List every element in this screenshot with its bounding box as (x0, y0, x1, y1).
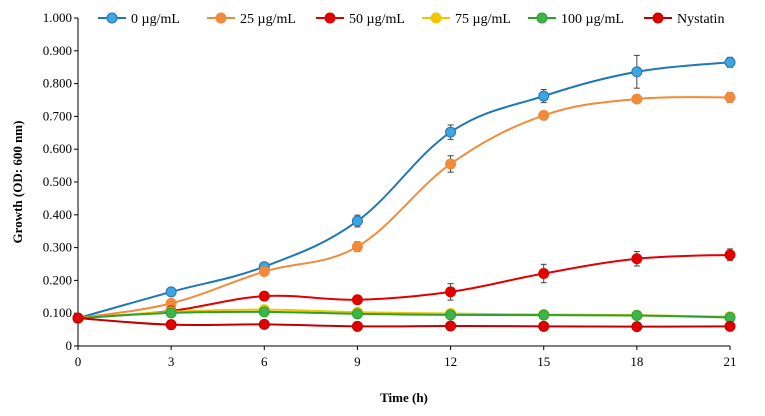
data-point (538, 90, 550, 102)
legend-label: 75 µg/mL (455, 12, 511, 27)
data-point (165, 319, 177, 331)
data-point (631, 321, 643, 333)
data-point (445, 126, 457, 138)
legend-label: 50 µg/mL (349, 12, 405, 27)
series-0 (72, 54, 736, 324)
legend-marker (106, 12, 118, 24)
x-tick-label: 0 (75, 354, 82, 369)
legend-item: 25 µg/mL (207, 12, 296, 27)
data-point (538, 309, 550, 321)
legend-marker (215, 12, 227, 24)
legend-label: 25 µg/mL (240, 12, 296, 27)
data-point (258, 318, 270, 330)
series-line (77, 317, 731, 328)
data-point (631, 253, 643, 265)
data-point (258, 306, 270, 318)
data-point (165, 307, 177, 319)
y-tick-label: 1.000 (43, 10, 72, 25)
x-tick-label: 3 (168, 354, 175, 369)
x-axis-title: Time (h) (380, 390, 428, 405)
legend-marker (324, 12, 336, 24)
data-point (724, 249, 736, 261)
data-point (165, 286, 177, 298)
data-point (72, 312, 84, 324)
data-point (631, 93, 643, 105)
axes: 0 0.100 0.200 0.300 0.400 0.500 0.600 0.700 0.80… (43, 10, 737, 369)
data-point (351, 308, 363, 320)
data-point (351, 294, 363, 306)
y-tick-label: 0.200 (43, 272, 72, 287)
x-ticks: 0 3 6 9 12 15 18 21 (75, 346, 737, 369)
data-point (445, 286, 457, 298)
legend: 0 µg/mL 25 µg/mL 50 µg/mL 75 µg/mL 100 µg/mL… (98, 12, 724, 27)
data-point (538, 268, 550, 280)
x-tick-label: 9 (354, 354, 361, 369)
x-tick-label: 21 (724, 354, 737, 369)
data-point (445, 309, 457, 321)
legend-label: 100 µg/mL (561, 12, 624, 27)
data-point (351, 320, 363, 332)
y-tick-label: 0 (66, 338, 73, 353)
legend-marker (536, 12, 548, 24)
data-point (445, 158, 457, 170)
legend-item: 0 µg/mL (98, 12, 180, 27)
y-tick-label: 0.400 (43, 207, 72, 222)
series-line (77, 61, 731, 320)
data-point (258, 266, 270, 278)
data-point (445, 320, 457, 332)
legend-item: 75 µg/mL (422, 12, 511, 27)
y-ticks: 0 0.100 0.200 0.300 0.400 0.500 0.600 0.700 0.80… (43, 10, 78, 353)
data-point (351, 215, 363, 227)
series-5 (72, 312, 736, 333)
data-point (724, 91, 736, 103)
series-line (77, 96, 731, 320)
series-1 (72, 91, 736, 324)
y-tick-label: 0.100 (43, 305, 72, 320)
x-tick-label: 15 (537, 354, 550, 369)
series-layer (72, 54, 736, 333)
series-line (77, 310, 731, 320)
data-point (631, 309, 643, 321)
y-tick-label: 0.900 (43, 43, 72, 58)
x-tick-label: 6 (261, 354, 268, 369)
data-point (351, 241, 363, 253)
x-tick-label: 12 (444, 354, 457, 369)
legend-marker (430, 12, 442, 24)
legend-label: 0 µg/mL (131, 12, 180, 27)
y-tick-label: 0.500 (43, 174, 72, 189)
legend-item: 50 µg/mL (316, 12, 405, 27)
data-point (724, 320, 736, 332)
legend-marker (652, 12, 664, 24)
series-line (77, 253, 731, 320)
data-point (538, 109, 550, 121)
data-point (538, 320, 550, 332)
y-tick-label: 0.300 (43, 240, 72, 255)
legend-item: 100 µg/mL (528, 12, 624, 27)
x-tick-label: 18 (630, 354, 643, 369)
y-tick-label: 0.700 (43, 108, 72, 123)
data-point (258, 290, 270, 302)
series-4 (72, 306, 736, 324)
data-point (631, 66, 643, 78)
y-tick-label: 0.800 (43, 76, 72, 91)
data-point (724, 56, 736, 68)
y-axis-title: Growth (OD: 600 nm) (10, 121, 25, 244)
legend-label: Nystatin (677, 12, 724, 27)
legend-item: Nystatin (644, 12, 724, 27)
y-tick-label: 0.600 (43, 141, 72, 156)
